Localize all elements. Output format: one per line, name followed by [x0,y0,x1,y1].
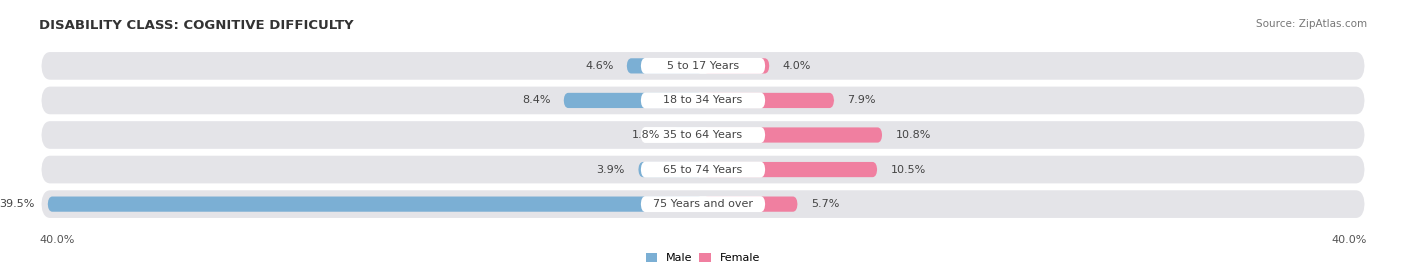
Text: 35 to 64 Years: 35 to 64 Years [664,130,742,140]
Text: 3.9%: 3.9% [596,164,626,175]
FancyBboxPatch shape [41,52,1365,80]
FancyBboxPatch shape [703,162,877,177]
Text: 1.8%: 1.8% [631,130,659,140]
Text: 65 to 74 Years: 65 to 74 Years [664,164,742,175]
FancyBboxPatch shape [673,127,703,143]
Text: 10.5%: 10.5% [890,164,925,175]
FancyBboxPatch shape [48,197,703,212]
FancyBboxPatch shape [641,196,765,212]
Text: 10.8%: 10.8% [896,130,931,140]
FancyBboxPatch shape [564,93,703,108]
Text: Source: ZipAtlas.com: Source: ZipAtlas.com [1256,19,1367,29]
FancyBboxPatch shape [41,190,1365,218]
FancyBboxPatch shape [627,58,703,73]
FancyBboxPatch shape [41,121,1365,149]
Text: 75 Years and over: 75 Years and over [652,199,754,209]
Text: 40.0%: 40.0% [39,235,75,245]
Text: 39.5%: 39.5% [0,199,34,209]
FancyBboxPatch shape [641,93,765,108]
FancyBboxPatch shape [638,162,703,177]
Text: 5.7%: 5.7% [811,199,839,209]
Text: 18 to 34 Years: 18 to 34 Years [664,95,742,106]
Text: 40.0%: 40.0% [1331,235,1367,245]
FancyBboxPatch shape [703,93,834,108]
Text: 4.6%: 4.6% [585,61,613,71]
Text: 5 to 17 Years: 5 to 17 Years [666,61,740,71]
FancyBboxPatch shape [703,58,769,73]
Text: 7.9%: 7.9% [848,95,876,106]
FancyBboxPatch shape [703,197,797,212]
Legend: Male, Female: Male, Female [641,249,765,268]
Text: DISABILITY CLASS: COGNITIVE DIFFICULTY: DISABILITY CLASS: COGNITIVE DIFFICULTY [39,19,354,32]
FancyBboxPatch shape [641,127,765,143]
FancyBboxPatch shape [641,58,765,74]
FancyBboxPatch shape [41,87,1365,114]
FancyBboxPatch shape [641,162,765,177]
FancyBboxPatch shape [41,156,1365,183]
Text: 4.0%: 4.0% [783,61,811,71]
Text: 8.4%: 8.4% [522,95,550,106]
FancyBboxPatch shape [703,127,882,143]
